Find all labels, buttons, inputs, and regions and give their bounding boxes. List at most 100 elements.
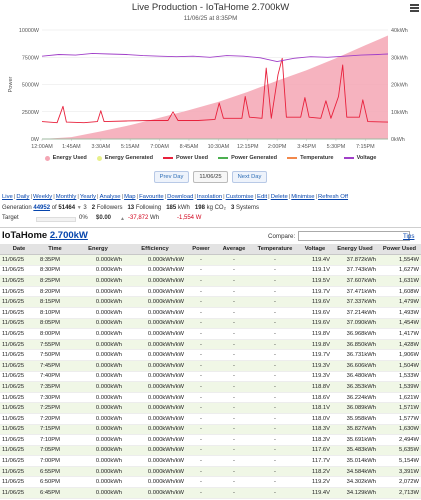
y-left-tick-label: 7500W (22, 55, 40, 61)
table-cell: - (252, 371, 298, 383)
kwh-value: 185 (166, 205, 177, 211)
table-cell: 119.3V (298, 360, 332, 372)
compare-label: Compare: (268, 232, 296, 240)
table-cell: 36.606kWh (332, 360, 378, 372)
column-header-average[interactable]: Average (216, 244, 252, 255)
table-cell: - (216, 476, 252, 489)
table-cell: - (252, 275, 298, 287)
table-cell: 7:45PM (38, 360, 72, 372)
table-cell: 11/06/25 (0, 424, 38, 436)
legend-item-voltage[interactable]: Voltage (343, 155, 376, 161)
column-header-energy[interactable]: Energy (72, 244, 124, 255)
link-customise[interactable]: Customise (225, 194, 254, 200)
table-cell: 7:50PM (38, 349, 72, 361)
table-cell: 11/06/25 (0, 413, 38, 425)
table-cell: 0.000kWh/kW (124, 360, 186, 372)
link-yearly[interactable]: Yearly (79, 194, 97, 200)
y-left-tick-label: 2500W (22, 110, 40, 116)
table-cell: 1,631W (378, 275, 421, 287)
link-separator: | (97, 194, 99, 200)
table-cell: 1,608W (378, 286, 421, 298)
table-cell: - (186, 381, 216, 393)
link-minimise[interactable]: Minimise (291, 194, 315, 200)
link-daily[interactable]: Daily (16, 194, 30, 200)
column-header-power[interactable]: Power (186, 244, 216, 255)
legend-item-temperature[interactable]: Temperature (287, 155, 334, 161)
table-cell: - (216, 286, 252, 298)
column-header-power-used[interactable]: Power Used (378, 244, 421, 255)
table-cell: 118.3V (298, 424, 332, 436)
table-cell: 36.968kWh (332, 328, 378, 340)
column-header-temperature[interactable]: Temperature (252, 244, 298, 255)
column-header-date[interactable]: Date (0, 244, 38, 255)
table-cell: 7:15PM (38, 424, 72, 436)
table-cell: - (216, 445, 252, 457)
system-power-link[interactable]: 2.700kW (49, 230, 88, 241)
table-cell: 11/06/25 (0, 318, 38, 330)
table-cell: - (216, 296, 252, 308)
table-cell: - (186, 455, 216, 467)
table-cell: - (216, 424, 252, 436)
table-cell: - (186, 424, 216, 436)
table-cell: 35.483kWh (332, 445, 378, 457)
link-monthly[interactable]: Monthly (55, 194, 77, 200)
legend-swatch (218, 157, 229, 159)
table-cell: 11/06/25 (0, 498, 38, 500)
table-cell: 6:45PM (38, 487, 72, 499)
link-separator: | (194, 194, 196, 200)
table-cell: 11/06/25 (0, 402, 38, 414)
table-cell: 0.000kWh/kW (124, 445, 186, 457)
legend-item-energy-used[interactable]: Energy Used (44, 155, 87, 161)
column-header-energy-used[interactable]: Energy Used (332, 244, 378, 255)
table-cell: 36.089kWh (332, 402, 378, 414)
column-header-voltage[interactable]: Voltage (298, 244, 332, 255)
link-download[interactable]: Download (167, 194, 194, 200)
table-cell: 119.2V (298, 476, 332, 489)
link-analyse[interactable]: Analyse (99, 194, 121, 200)
link-live[interactable]: Live (2, 194, 13, 200)
followers-label[interactable]: Followers (96, 205, 123, 211)
x-tick-label: 5:30PM (327, 144, 346, 150)
compare-input[interactable] (298, 231, 411, 241)
link-favourite[interactable]: Favourite (139, 194, 164, 200)
table-cell: 1,504W (378, 360, 421, 372)
legend-item-energy-generated[interactable]: Energy Generated (96, 155, 153, 161)
following-label[interactable]: Following (135, 205, 162, 211)
link-weekly[interactable]: Weekly (32, 194, 53, 200)
link-refresh-off[interactable]: Refresh Off (318, 194, 349, 200)
legend-item-power-generated[interactable]: Power Generated (218, 155, 277, 161)
table-cell: 0.000kWh/kW (124, 307, 186, 319)
table-cell: 0.000kWh (72, 286, 124, 298)
generation-stats: Generation 44952 of 51464 ▼ 3 2 Follower… (2, 205, 259, 211)
table-cell: 0.000kWh (72, 498, 124, 500)
link-map[interactable]: Map (124, 194, 136, 200)
link-insolation[interactable]: Insolation (196, 194, 223, 200)
legend-item-power-used[interactable]: Power Used (163, 155, 208, 161)
table-cell: - (186, 466, 216, 478)
table-cell: 0.000kWh/kW (124, 498, 186, 500)
legend-swatch (96, 155, 102, 161)
table-cell: 1,479W (378, 296, 421, 308)
table-cell: 8:20PM (38, 286, 72, 298)
tips-link[interactable]: Tips (403, 233, 415, 240)
next-day-button[interactable]: Next Day (231, 171, 268, 183)
chart-svg: 0W 2500W 5000W 7500W 10000W 0kWh 10kWh 20kWh 30k… (8, 28, 408, 150)
table-cell: - (216, 466, 252, 478)
prev-day-button[interactable]: Prev Day (153, 171, 190, 183)
x-tick-label: 10:30AM (208, 144, 230, 150)
column-header-efficiency[interactable]: Efficiency (124, 244, 186, 255)
y-left-tick-label: 5000W (22, 83, 40, 89)
generation-rank-link[interactable]: 44952 (33, 205, 51, 211)
link-edit[interactable]: Edit (257, 194, 268, 200)
link-delete[interactable]: Delete (270, 194, 288, 200)
table-cell: - (186, 445, 216, 457)
column-header-time[interactable]: Time (38, 244, 72, 255)
table-cell: 5,154W (378, 455, 421, 467)
hamburger-menu-icon[interactable] (410, 4, 419, 12)
table-cell: - (186, 487, 216, 499)
table-cell: 119.6V (298, 307, 332, 319)
systems-label[interactable]: Systems (235, 205, 259, 211)
date-picker[interactable]: 11/06/25 (193, 171, 228, 183)
link-separator: | (121, 194, 124, 200)
link-separator: | (53, 194, 55, 200)
